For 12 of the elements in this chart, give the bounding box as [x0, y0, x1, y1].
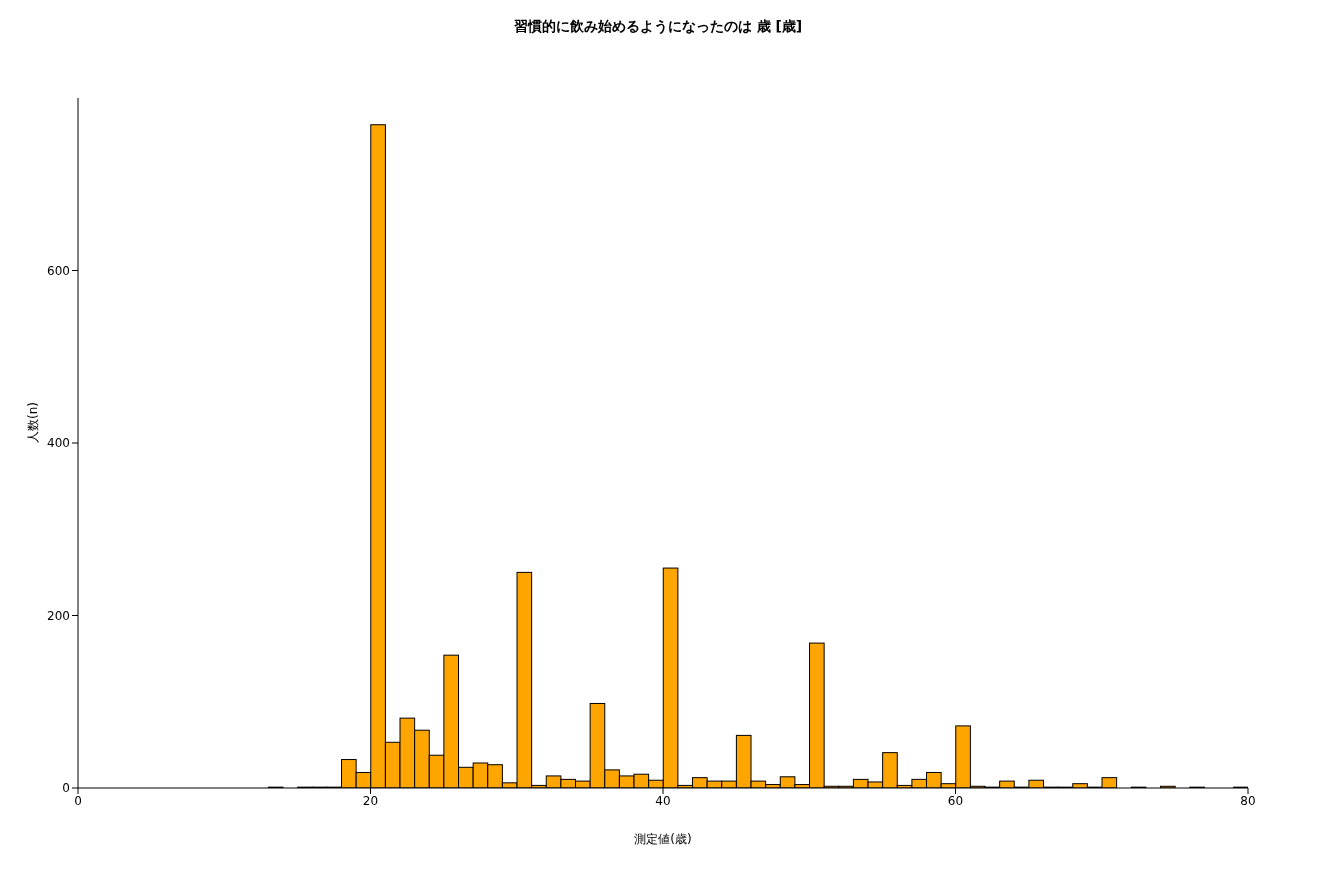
x-tick-label: 60 [947, 793, 964, 808]
x-axis-title: 測定値(歳) [634, 832, 692, 846]
y-axis-title: 人数(n) [26, 402, 41, 443]
x-tick-label: 0 [74, 793, 82, 808]
chart-title: 習慣的に飲み始めるようになったのは 歳 [歳] [512, 17, 804, 36]
x-tick-label: 80 [1240, 793, 1256, 808]
x-tick-label: 40 [655, 793, 671, 808]
y-tick-label: 0 [62, 781, 70, 796]
y-tick-label: 600 [47, 263, 70, 278]
y-tick-label: 200 [47, 608, 70, 623]
y-tick-label: 400 [47, 436, 70, 451]
x-tick-label: 20 [362, 793, 379, 808]
